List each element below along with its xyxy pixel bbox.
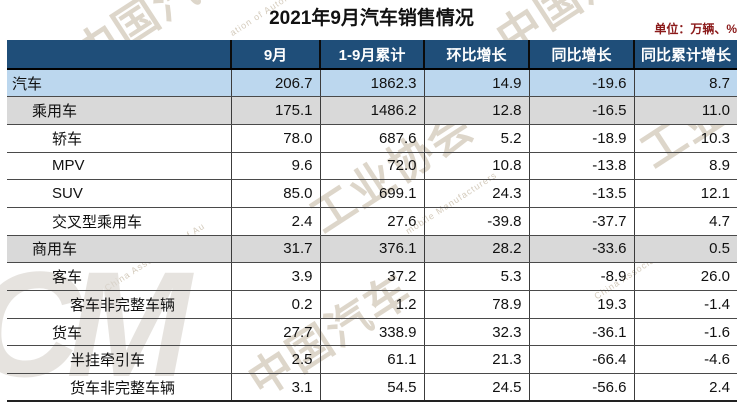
column-header: 环比增长 [423,40,529,70]
cell-value: 9.6 [230,152,320,181]
cell-value: -1.6 [633,318,737,347]
cell-value: 11.0 [633,96,737,125]
table-row: 半挂牵引车 2.5 61.1 21.3 -66.4 -4.6 [7,345,737,375]
unit-label: 单位：万辆、% [654,22,737,36]
table-row: 客车非完整车辆 0.2 1.2 78.9 19.3 -1.4 [7,290,737,319]
cell-value: 37.2 [319,262,424,291]
cell-value: -33.6 [528,235,634,264]
cell-value: 27.7 [230,318,320,347]
row-label: MPV [7,152,231,181]
row-label: 轿车 [7,124,231,153]
row-label: 商用车 [7,235,231,264]
cell-value: 5.2 [423,124,529,153]
cell-value: 699.1 [319,179,424,208]
cell-value: 78.0 [230,124,320,153]
cell-value: 1.2 [319,290,424,319]
cell-value: 24.3 [423,179,529,208]
cell-value: 8.9 [633,152,737,181]
table-row: MPV 9.6 72.0 10.8 -13.8 8.9 [7,152,737,181]
cell-value: 1486.2 [319,96,424,125]
cell-value: 24.5 [423,373,529,403]
cell-value: 78.9 [423,290,529,319]
cell-value: 26.0 [633,262,737,291]
cell-value: -4.6 [633,345,737,375]
cell-value: 0.5 [633,235,737,264]
sales-table: 9月 1-9月累计 环比增长 同比增长 同比累计增长 汽车 206.7 1862.3 14.9… [7,40,737,403]
cell-value: 2.5 [230,345,320,375]
cell-value: -36.1 [528,318,634,347]
cell-value: -19.6 [528,69,634,98]
cell-value: 2.4 [230,207,320,236]
cell-value: 12.1 [633,179,737,208]
cell-value: 28.2 [423,235,529,264]
cell-value: 206.7 [230,69,320,98]
table-row: 商用车 31.7 376.1 28.2 -33.6 0.5 [7,235,737,264]
cell-value: -1.4 [633,290,737,319]
cell-value: -18.9 [528,124,634,153]
cell-value: 72.0 [319,152,424,181]
column-header: 同比增长 [528,40,634,70]
row-label: SUV [7,179,231,208]
table-header-row: 9月 1-9月累计 环比增长 同比增长 同比累计增长 [7,40,737,70]
row-label: 交叉型乘用车 [7,207,231,236]
table-row: SUV 85.0 699.1 24.3 -13.5 12.1 [7,179,737,208]
cell-value: 21.3 [423,345,529,375]
table-row: 货车 27.7 338.9 32.3 -36.1 -1.6 [7,318,737,347]
cell-value: -39.8 [423,207,529,236]
row-label: 客车非完整车辆 [7,290,231,319]
cell-value: 1862.3 [319,69,424,98]
cell-value: -56.6 [528,373,634,403]
column-header-category [7,40,231,70]
row-label: 汽车 [7,69,231,98]
cell-value: 376.1 [319,235,424,264]
cell-value: -13.5 [528,179,634,208]
cell-value: 3.9 [230,262,320,291]
cell-value: 687.6 [319,124,424,153]
table-row: 交叉型乘用车 2.4 27.6 -39.8 -37.7 4.7 [7,207,737,236]
cell-value: 8.7 [633,69,737,98]
cell-value: 10.8 [423,152,529,181]
column-header: 同比累计增长 [633,40,737,70]
cell-value: 12.8 [423,96,529,125]
cell-value: 0.2 [230,290,320,319]
cell-value: 175.1 [230,96,320,125]
table-row: 汽车 206.7 1862.3 14.9 -19.6 8.7 [7,69,737,98]
cell-value: 2.4 [633,373,737,403]
cell-value: 61.1 [319,345,424,375]
cell-value: 54.5 [319,373,424,403]
column-header: 9月 [230,40,320,70]
row-label: 半挂牵引车 [7,345,231,375]
cell-value: -37.7 [528,207,634,236]
cell-value: -66.4 [528,345,634,375]
cell-value: 338.9 [319,318,424,347]
table-row: 客车 3.9 37.2 5.3 -8.9 26.0 [7,262,737,291]
cell-value: 19.3 [528,290,634,319]
row-label: 客车 [7,262,231,291]
page-title: 2021年9月汽车销售情况 [269,8,474,29]
cell-value: 85.0 [230,179,320,208]
table-row: 轿车 78.0 687.6 5.2 -18.9 10.3 [7,124,737,153]
row-label: 货车 [7,318,231,347]
cell-value: 31.7 [230,235,320,264]
column-header: 1-9月累计 [319,40,424,70]
cell-value: -16.5 [528,96,634,125]
cell-value: 4.7 [633,207,737,236]
cell-value: 10.3 [633,124,737,153]
table-row: 货车非完整车辆 3.1 54.5 24.5 -56.6 2.4 [7,373,737,403]
cell-value: -13.8 [528,152,634,181]
table-row: 乘用车 175.1 1486.2 12.8 -16.5 11.0 [7,96,737,125]
cell-value: 27.6 [319,207,424,236]
cell-value: 3.1 [230,373,320,403]
cell-value: 5.3 [423,262,529,291]
cell-value: 14.9 [423,69,529,98]
cell-value: 32.3 [423,318,529,347]
row-label: 货车非完整车辆 [7,373,231,403]
row-label: 乘用车 [7,96,231,125]
cell-value: -8.9 [528,262,634,291]
